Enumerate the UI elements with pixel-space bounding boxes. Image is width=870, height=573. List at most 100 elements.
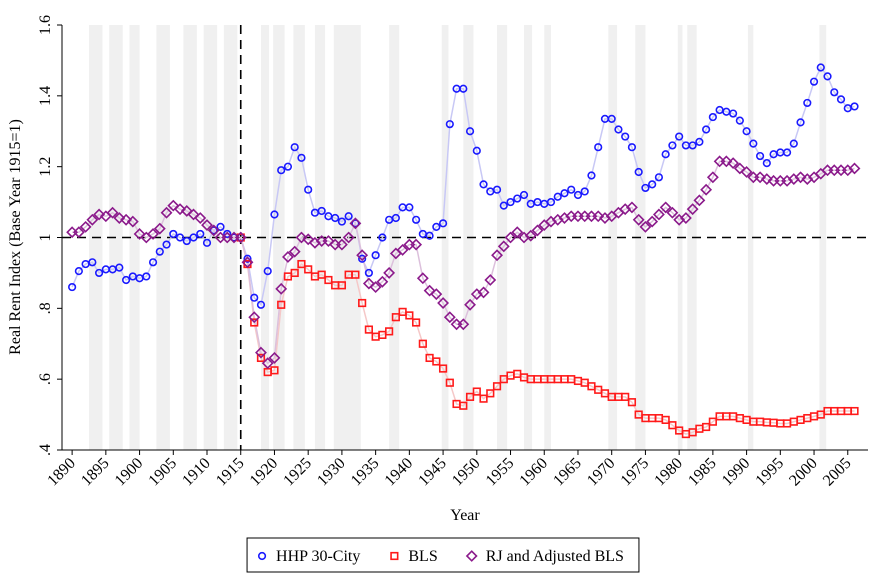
marker (492, 185, 502, 194)
marker (524, 229, 537, 242)
marker (679, 212, 692, 224)
marker (391, 313, 400, 322)
marker (729, 109, 738, 118)
marker (349, 217, 362, 230)
marker (646, 215, 659, 228)
marker (580, 187, 589, 196)
marker (88, 258, 97, 267)
marker (607, 114, 616, 123)
marker (126, 215, 139, 228)
marker (207, 224, 220, 237)
marker (383, 266, 396, 279)
marker (358, 298, 367, 308)
marker (519, 190, 529, 200)
marker (295, 231, 308, 244)
marker (445, 120, 454, 129)
x-tick-label: 1965 (550, 455, 585, 490)
x-tick-label: 1910 (179, 455, 214, 490)
x-tick-label: 1900 (112, 455, 147, 490)
marker (472, 146, 481, 155)
x-tick-label: 1905 (145, 455, 180, 490)
marker (479, 394, 488, 403)
y-tick-label: 1.2 (37, 157, 54, 177)
marker (93, 208, 106, 221)
marker (700, 183, 713, 196)
marker (661, 415, 670, 424)
marker (506, 197, 515, 207)
marker (187, 208, 200, 221)
marker (148, 258, 158, 267)
marker (337, 217, 347, 226)
marker (153, 222, 166, 235)
marker (371, 251, 380, 260)
marker (391, 213, 400, 223)
marker (147, 228, 159, 240)
marker (733, 162, 746, 175)
marker (477, 286, 490, 299)
marker (155, 247, 164, 256)
marker (275, 282, 288, 295)
marker (243, 254, 252, 263)
marker (632, 213, 645, 226)
x-tick-label: 1935 (348, 455, 383, 490)
marker (627, 398, 637, 407)
marker (331, 213, 340, 223)
marker (201, 219, 213, 232)
marker (223, 229, 232, 239)
marker (621, 392, 630, 401)
legend-label: RJ and Adjusted BLS (486, 548, 624, 565)
y-tick-label: 1.6 (37, 15, 54, 35)
marker (74, 267, 83, 276)
marker (378, 233, 387, 242)
marker (693, 194, 706, 207)
marker (364, 325, 373, 334)
marker (626, 201, 638, 214)
marker (364, 268, 373, 278)
marker (405, 203, 414, 212)
marker (79, 220, 92, 233)
x-tick-label: 1945 (415, 455, 450, 490)
marker (174, 203, 186, 216)
marker (823, 72, 832, 81)
marker (754, 171, 767, 184)
marker (627, 143, 637, 152)
marker (322, 235, 335, 247)
marker (706, 171, 719, 184)
marker (268, 351, 281, 364)
marker (416, 272, 429, 285)
marker (708, 112, 717, 122)
x-axis-label: Year (450, 507, 480, 524)
marker (659, 201, 672, 214)
marker (830, 88, 839, 97)
marker (445, 378, 454, 387)
x-tick-label: 1990 (719, 455, 754, 490)
marker (248, 311, 261, 324)
marker (809, 77, 819, 86)
marker (351, 270, 360, 279)
marker (686, 203, 699, 216)
marker (194, 212, 207, 224)
marker (358, 254, 367, 263)
marker (702, 422, 711, 432)
marker (695, 137, 704, 146)
marker (639, 220, 652, 233)
marker (720, 155, 733, 168)
marker (106, 206, 119, 219)
x-tick-label: 1915 (213, 455, 248, 490)
marker (288, 245, 301, 258)
marker (385, 327, 394, 336)
marker (497, 240, 510, 253)
marker (405, 311, 414, 320)
shaded-period (156, 25, 170, 450)
marker (94, 268, 104, 278)
marker (133, 228, 146, 240)
marker (850, 102, 859, 111)
marker (317, 206, 326, 216)
marker (169, 229, 178, 239)
marker (621, 132, 630, 141)
marker (337, 281, 347, 290)
marker (438, 364, 448, 373)
legend: HHP 30-City BLS RJ and Adjusted BLS (246, 537, 640, 573)
y-tick-label: 1.4 (37, 86, 54, 106)
